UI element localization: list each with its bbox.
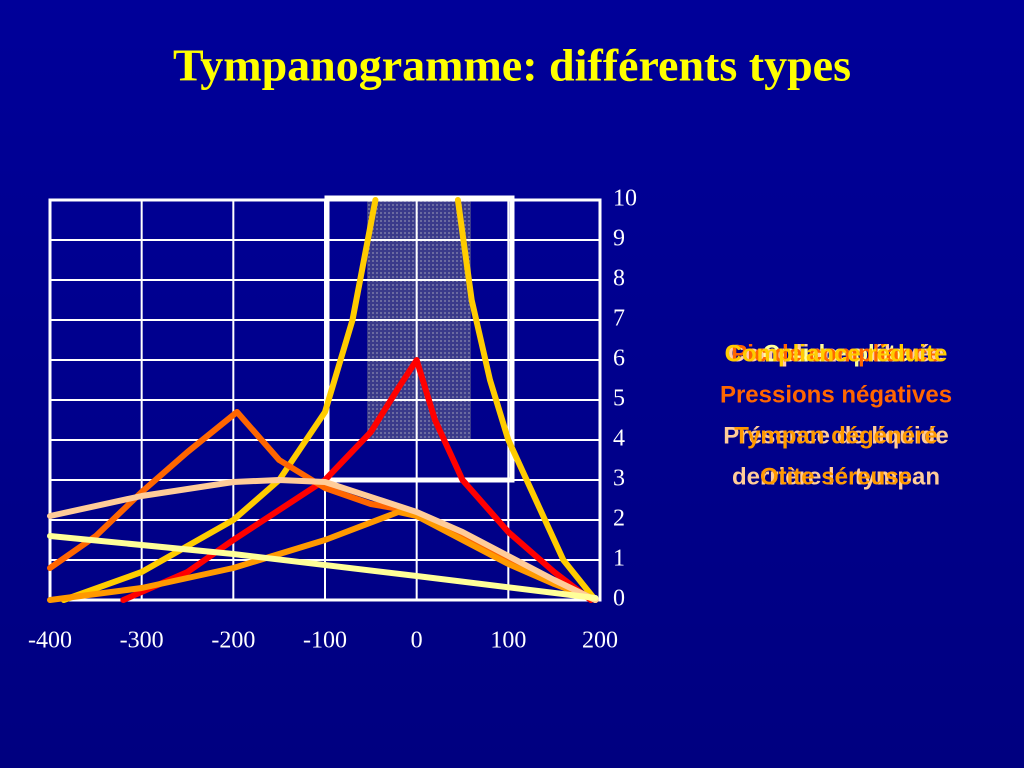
annotation: Otite séreuse bbox=[760, 463, 912, 490]
x-tick-label: -300 bbox=[120, 628, 164, 654]
annotation: Tympan dégénéré bbox=[734, 422, 938, 449]
annotation: Compliance réduite bbox=[725, 340, 948, 367]
y-tick-label: 10 bbox=[613, 186, 637, 212]
y-tick-label: 8 bbox=[613, 266, 625, 292]
y-tick-label: 3 bbox=[613, 466, 625, 492]
series-line bbox=[47, 477, 599, 603]
y-tick-label: 4 bbox=[613, 426, 625, 452]
y-tick-label: 5 bbox=[613, 386, 625, 412]
x-tick-label: 0 bbox=[411, 628, 423, 654]
y-tick-label: 9 bbox=[613, 226, 625, 252]
x-tick-label: 200 bbox=[582, 628, 618, 654]
y-tick-label: 6 bbox=[613, 346, 625, 372]
x-tick-label: -100 bbox=[303, 628, 347, 654]
series-line bbox=[47, 533, 599, 601]
normal-zone-frame bbox=[324, 195, 515, 483]
y-tick-label: 0 bbox=[613, 586, 625, 612]
x-tick-label: -200 bbox=[211, 628, 255, 654]
title: Tympanogramme: différents types bbox=[173, 40, 851, 91]
annotation: Pressions négatives bbox=[720, 381, 952, 408]
y-tick-label: 2 bbox=[613, 506, 625, 532]
annotation: Courbe plate bbox=[763, 340, 910, 367]
series-line bbox=[120, 357, 594, 603]
y-tick-label: 7 bbox=[613, 306, 625, 332]
annotation: derrière le tympan bbox=[732, 463, 940, 490]
x-tick-label: -400 bbox=[28, 628, 72, 654]
x-tick-label: 100 bbox=[490, 628, 526, 654]
series-line bbox=[47, 409, 599, 603]
annotation: Pic de compliance bbox=[731, 340, 940, 367]
y-tick-label: 1 bbox=[613, 546, 625, 572]
annotation: Compliance élevée bbox=[728, 340, 944, 367]
series-line bbox=[47, 509, 599, 603]
annotation: Présence de liquide bbox=[723, 422, 948, 449]
